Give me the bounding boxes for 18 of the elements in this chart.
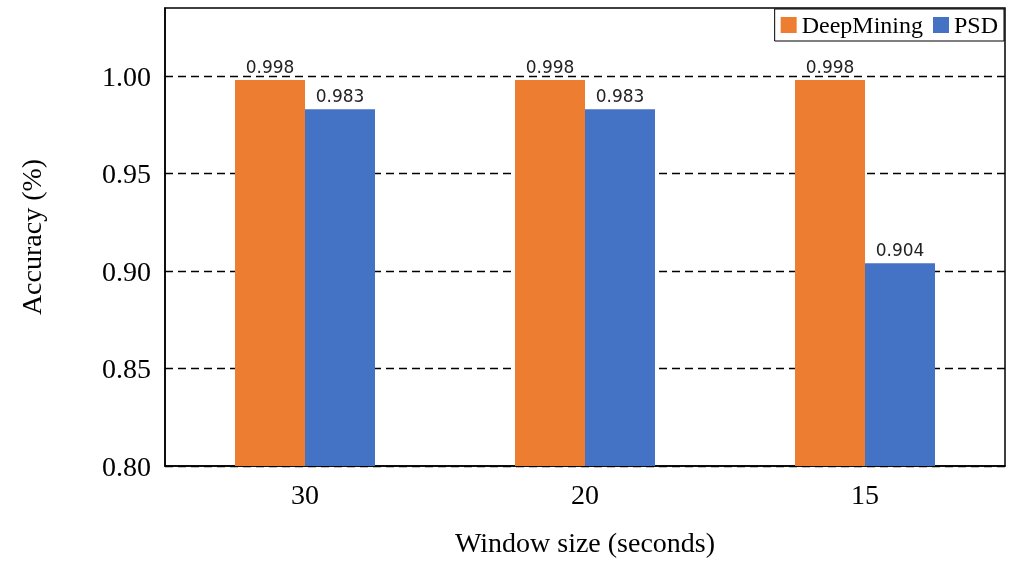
data-label: 0.904 xyxy=(875,239,925,260)
y-tick-label: 0.80 xyxy=(102,450,151,482)
data-label: 0.983 xyxy=(595,85,645,106)
y-tick-label: 0.85 xyxy=(102,353,151,385)
legend-label: PSD xyxy=(953,12,998,38)
y-tick-label: 0.95 xyxy=(102,158,151,190)
y-axis-title: Accuracy (%) xyxy=(15,158,47,316)
data-label: 0.983 xyxy=(315,85,365,106)
y-tick-label: 1.00 xyxy=(102,60,151,92)
x-tick-label: 20 xyxy=(571,478,599,510)
x-axis-title: Window size (seconds) xyxy=(454,526,716,558)
data-label: 0.998 xyxy=(525,56,575,77)
data-label: 0.998 xyxy=(805,56,855,77)
data-label: 0.998 xyxy=(245,56,295,77)
x-tick-label: 15 xyxy=(851,478,879,510)
legend-label: DeepMining xyxy=(801,12,923,38)
y-tick-label: 0.90 xyxy=(102,255,151,287)
x-tick-label: 30 xyxy=(291,478,319,510)
